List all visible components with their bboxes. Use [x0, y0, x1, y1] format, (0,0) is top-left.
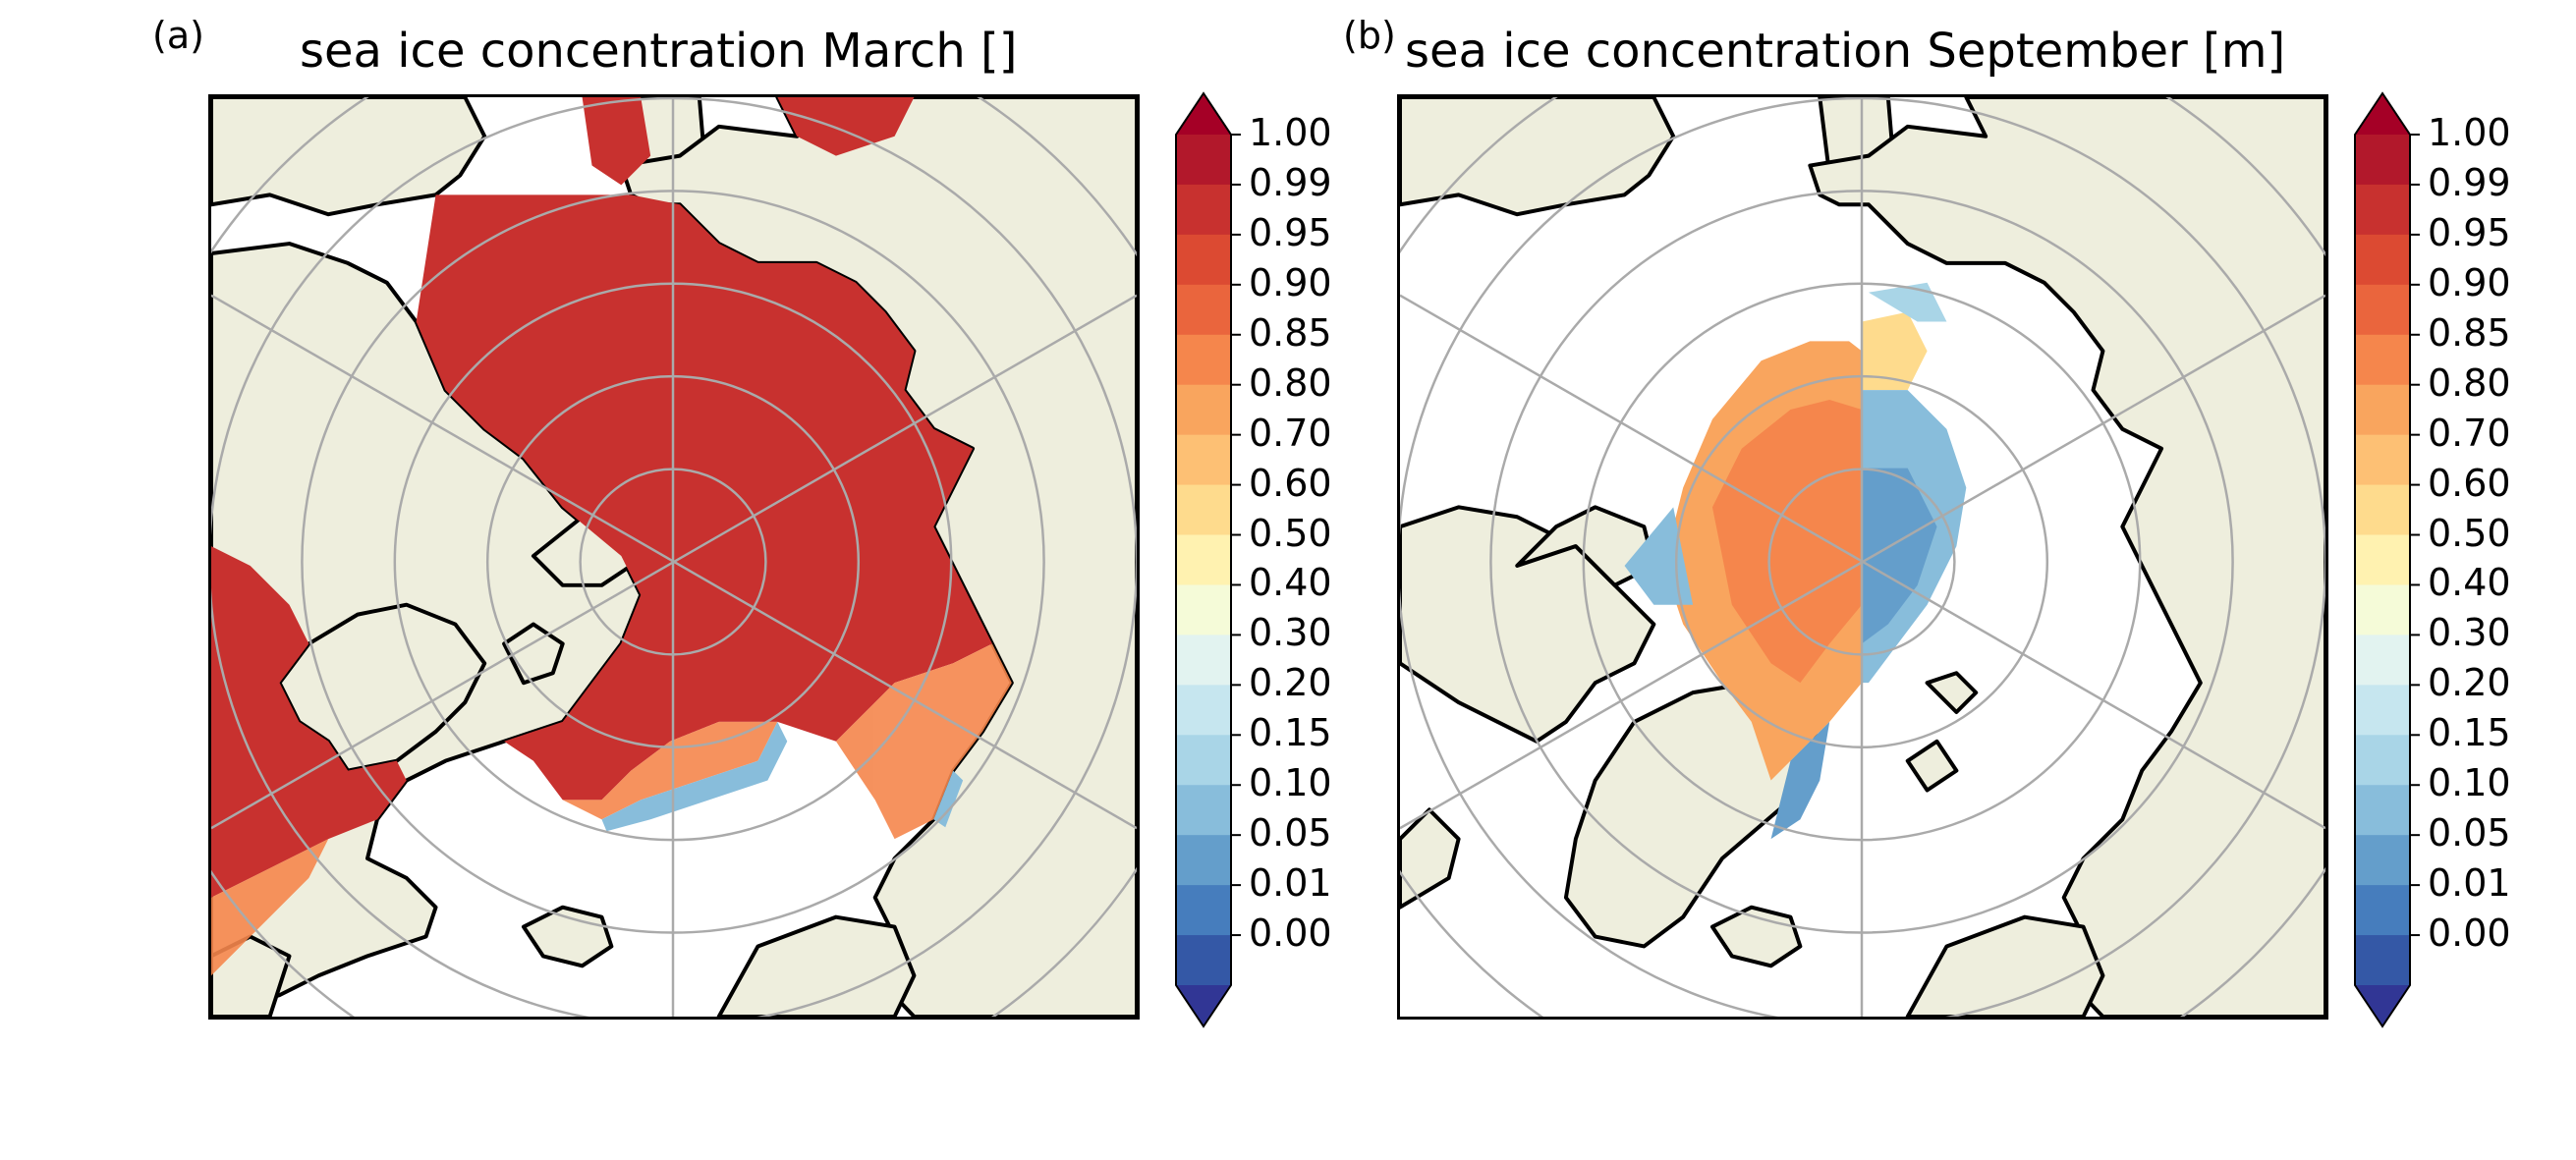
- colorbar-tick-label: 0.85: [2428, 310, 2511, 355]
- colorbar-tick-label: 0.01: [2428, 861, 2511, 906]
- colorbar-tick-label: 1.00: [2428, 111, 2511, 154]
- colorbar-tick-label: 0.15: [2428, 711, 2511, 755]
- colorbar-extend-min: [2355, 985, 2410, 1026]
- colorbar-tick-label: 0.00: [1249, 911, 1332, 956]
- colorbar-tick-label: 0.15: [1249, 711, 1332, 755]
- colorbar-segment: [2355, 434, 2410, 486]
- panel-label: (b): [1343, 14, 1396, 57]
- colorbar-segment: [1176, 184, 1231, 236]
- colorbar-segment: [1176, 685, 1231, 736]
- colorbar-segment: [1176, 935, 1231, 986]
- colorbar-segment: [1176, 334, 1231, 386]
- colorbar-tick-label: 0.40: [2428, 561, 2511, 605]
- panel-b: (b) sea ice concentration September [m]: [1179, 0, 2511, 1160]
- colorbar-svg: [1175, 91, 1241, 1028]
- colorbar-segment: [2355, 685, 2410, 736]
- colorbar-segment: [1176, 384, 1231, 436]
- colorbar-segment: [2355, 534, 2410, 586]
- colorbar-segment: [2355, 584, 2410, 636]
- colorbar-tick-label: 0.95: [2428, 210, 2511, 254]
- colorbar-extend-min: [1176, 985, 1231, 1026]
- colorbar-segment: [2355, 384, 2410, 436]
- ice-fringe-layer: [601, 721, 964, 832]
- colorbar: 1.00 0.99 0.95 0.90 0.85 0.80 0.70 0.60 0.50 0.40…: [1175, 91, 1332, 1028]
- colorbar-tick-label: 0.60: [1249, 461, 1332, 505]
- colorbar-tick-label: 0.30: [2428, 611, 2511, 655]
- colorbar-segment: [1176, 234, 1231, 286]
- colorbar-tick-label: 0.90: [2428, 260, 2511, 304]
- panel-title: sea ice concentration March []: [300, 24, 1018, 79]
- colorbar-tick-label: 0.80: [1249, 360, 1332, 405]
- colorbar-tick-label: 0.99: [2428, 160, 2511, 204]
- polar-map: [208, 94, 1140, 1020]
- colorbar-segment: [1176, 885, 1231, 936]
- colorbar-tick-label: 0.20: [2428, 661, 2511, 705]
- colorbar-segment: [2355, 785, 2410, 836]
- colorbar-segment: [2355, 635, 2410, 686]
- colorbar-tick-label: 0.99: [1249, 160, 1332, 204]
- colorbar-tick-label: 0.10: [1249, 761, 1332, 805]
- panel-label: (a): [152, 14, 204, 57]
- colorbar-segment: [2355, 334, 2410, 386]
- graticule: [1400, 97, 2325, 1017]
- land-layer: [1400, 97, 2325, 1017]
- colorbar-extend-max: [2355, 93, 2410, 135]
- colorbar-tick-label: 0.95: [1249, 210, 1332, 254]
- colorbar-tick-label: 0.70: [1249, 411, 1332, 455]
- colorbar-tick-label: 0.00: [2428, 911, 2511, 956]
- colorbar-tick-label: 0.05: [1249, 811, 1332, 856]
- panel-a: (a) sea ice concentration March []: [152, 14, 1332, 1028]
- colorbar-extend-max: [1176, 93, 1231, 135]
- colorbar-tick-label: 0.90: [1249, 260, 1332, 304]
- colorbar-segment: [2355, 284, 2410, 336]
- colorbar-tick-label: 0.50: [2428, 511, 2511, 555]
- colorbar-segment: [1176, 584, 1231, 636]
- colorbar-tick-label: 0.70: [2428, 411, 2511, 455]
- colorbar-segment: [1176, 284, 1231, 336]
- colorbar-segment: [1176, 484, 1231, 536]
- colorbar-tick-label: 0.85: [1249, 310, 1332, 355]
- colorbar: 1.00 0.99 0.95 0.90 0.85 0.80 0.70 0.60 0.50 0.40…: [2354, 91, 2511, 1028]
- colorbar-svg: [2354, 91, 2420, 1028]
- colorbar-segment: [2355, 735, 2410, 786]
- colorbar-segment: [2355, 935, 2410, 986]
- colorbar-tick-label: 0.40: [1249, 561, 1332, 605]
- colorbar-segment: [2355, 484, 2410, 536]
- colorbar-outline: [2354, 91, 2411, 1028]
- colorbar-segment: [2355, 234, 2410, 286]
- colorbar-segment: [1176, 635, 1231, 686]
- colorbar-tick-label: 0.50: [1249, 511, 1332, 555]
- colorbar-tick-label: 0.60: [2428, 461, 2511, 505]
- colorbar-outline: [1175, 91, 1232, 1028]
- colorbar-tick-label: 0.80: [2428, 360, 2511, 405]
- colorbar-segment: [1176, 785, 1231, 836]
- map-svg: [211, 97, 1137, 1017]
- ice-edge-layer: [211, 643, 1012, 976]
- colorbar-segment: [2355, 885, 2410, 936]
- colorbar-tick-label: 1.00: [1249, 111, 1332, 154]
- colorbar-tick-label: 0.01: [1249, 861, 1332, 906]
- colorbar-segment: [2355, 835, 2410, 886]
- colorbar-segment: [1176, 534, 1231, 586]
- colorbar-segment: [1176, 135, 1231, 186]
- colorbar-segment: [1176, 735, 1231, 786]
- map-svg: [1400, 97, 2325, 1017]
- colorbar-tick-label: 0.10: [2428, 761, 2511, 805]
- colorbar-tick-label: 0.20: [1249, 661, 1332, 705]
- colorbar-tick-label: 0.05: [2428, 811, 2511, 856]
- colorbar-tick-label: 0.30: [1249, 611, 1332, 655]
- colorbar-segment: [2355, 135, 2410, 186]
- polar-map: [1397, 94, 2328, 1020]
- graticule: [211, 97, 1137, 1017]
- colorbar-segment: [1176, 835, 1231, 886]
- colorbar-segment: [1176, 434, 1231, 486]
- colorbar-segment: [2355, 184, 2410, 236]
- panel-title: sea ice concentration September [m]: [1405, 24, 2286, 79]
